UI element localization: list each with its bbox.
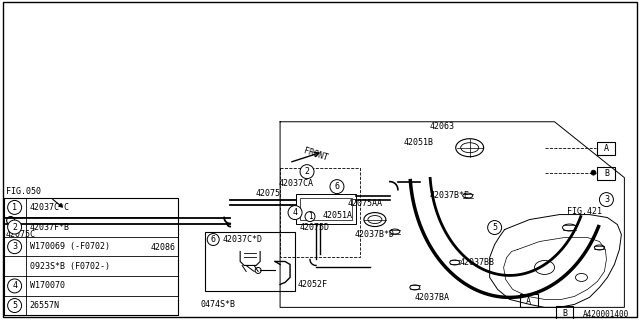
Bar — [556, 306, 573, 319]
Ellipse shape — [450, 260, 460, 265]
Text: 42037C*C: 42037C*C — [29, 203, 70, 212]
Circle shape — [8, 299, 22, 313]
Text: 42037CA: 42037CA — [278, 179, 313, 188]
Bar — [520, 294, 538, 308]
Text: 1: 1 — [308, 212, 312, 221]
Ellipse shape — [461, 143, 479, 153]
Text: 42063: 42063 — [430, 122, 455, 131]
Bar — [300, 197, 352, 220]
Ellipse shape — [364, 212, 386, 227]
Text: 42052F: 42052F — [298, 280, 328, 289]
Text: 3: 3 — [604, 195, 609, 204]
Bar — [205, 232, 295, 292]
Text: 4: 4 — [292, 208, 298, 217]
Text: 42075: 42075 — [255, 189, 280, 198]
Text: 42051A: 42051A — [323, 211, 353, 220]
Ellipse shape — [6, 217, 15, 225]
Ellipse shape — [456, 139, 484, 157]
Text: 42037BB: 42037BB — [460, 258, 495, 267]
Text: 1: 1 — [12, 203, 17, 212]
Text: 2: 2 — [305, 167, 310, 176]
Bar — [597, 167, 616, 180]
Text: 5: 5 — [492, 223, 497, 232]
Text: 0474S*B: 0474S*B — [200, 300, 236, 309]
Ellipse shape — [563, 224, 577, 231]
Text: 5: 5 — [12, 301, 17, 310]
Text: 2: 2 — [12, 222, 17, 232]
Text: 42037B*D: 42037B*D — [355, 230, 395, 239]
Text: FIG.421: FIG.421 — [568, 207, 602, 216]
Ellipse shape — [463, 193, 473, 198]
Text: B: B — [562, 309, 567, 318]
Text: 42075C: 42075C — [6, 230, 36, 239]
Text: FIG.050: FIG.050 — [6, 187, 40, 196]
Bar — [597, 142, 616, 155]
Ellipse shape — [368, 216, 382, 224]
Circle shape — [288, 205, 302, 220]
Ellipse shape — [410, 285, 420, 290]
Circle shape — [591, 170, 596, 175]
Text: 42086: 42086 — [150, 243, 175, 252]
Ellipse shape — [595, 245, 604, 250]
Ellipse shape — [575, 274, 588, 281]
Circle shape — [300, 165, 314, 179]
Bar — [280, 168, 360, 258]
Text: 42037B*E: 42037B*E — [430, 191, 470, 200]
Text: 4: 4 — [12, 281, 17, 291]
Text: 42051B: 42051B — [404, 138, 434, 147]
Text: FRONT: FRONT — [302, 147, 328, 163]
Text: W170070: W170070 — [29, 281, 65, 291]
Circle shape — [8, 220, 22, 234]
Text: 26557N: 26557N — [29, 301, 60, 310]
Bar — [4, 197, 179, 315]
Bar — [296, 194, 356, 224]
Circle shape — [8, 279, 22, 293]
Text: 6: 6 — [335, 182, 339, 191]
Text: A420001400: A420001400 — [583, 310, 629, 319]
Ellipse shape — [390, 229, 400, 234]
Text: 42037C*D: 42037C*D — [222, 235, 262, 244]
Text: 42075D: 42075D — [300, 223, 330, 232]
Ellipse shape — [534, 260, 554, 275]
Circle shape — [8, 200, 22, 214]
Text: 6: 6 — [211, 235, 216, 244]
Text: W170069 (-F0702): W170069 (-F0702) — [29, 242, 109, 251]
Circle shape — [488, 220, 502, 235]
Circle shape — [305, 212, 315, 221]
Text: B: B — [604, 169, 609, 178]
Circle shape — [207, 234, 220, 245]
Text: A: A — [604, 144, 609, 153]
Text: 42037F*B: 42037F*B — [29, 222, 70, 232]
Circle shape — [330, 180, 344, 194]
Circle shape — [8, 240, 22, 254]
Text: 42075AA: 42075AA — [348, 199, 383, 208]
Circle shape — [600, 193, 613, 207]
Text: 0923S*B (F0702-): 0923S*B (F0702-) — [29, 262, 109, 271]
Text: 42037BA: 42037BA — [415, 293, 450, 302]
Circle shape — [255, 268, 261, 274]
Text: A: A — [526, 297, 531, 306]
Text: 3: 3 — [12, 242, 17, 251]
